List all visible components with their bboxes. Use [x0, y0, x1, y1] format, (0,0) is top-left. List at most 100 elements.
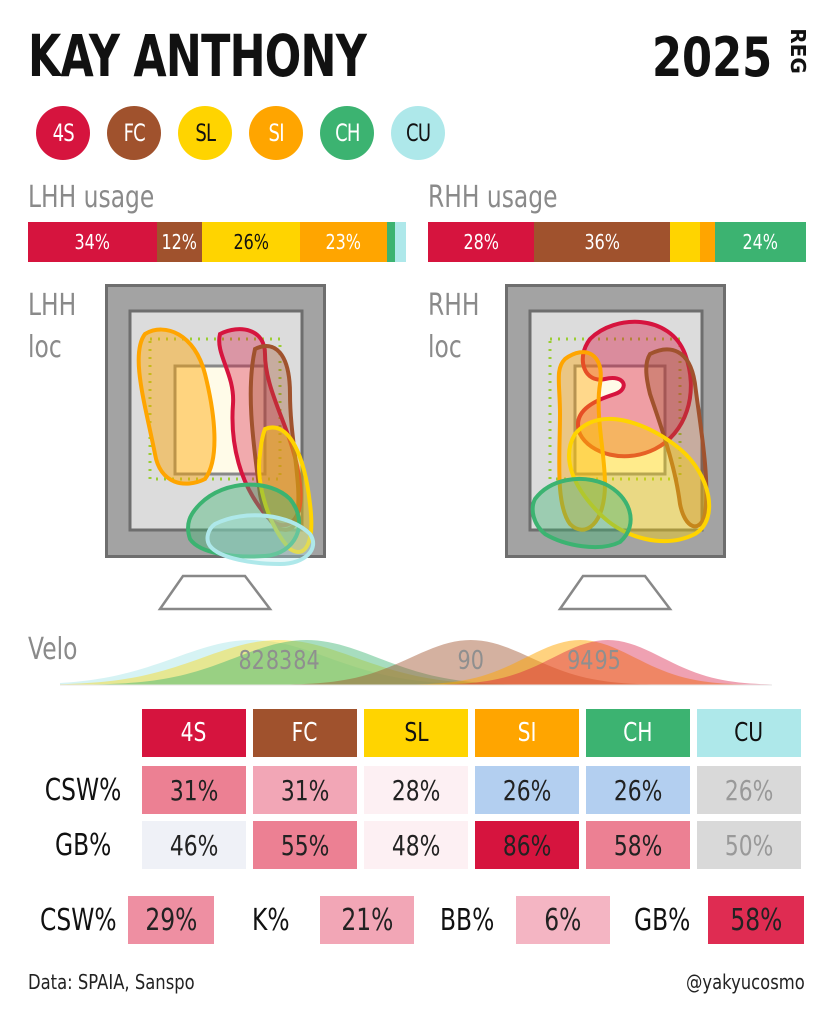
usage-segment-4s: 34% — [28, 222, 157, 262]
legend-pill-ch: CH — [320, 106, 374, 160]
velo-label: Velo — [28, 632, 78, 667]
table-cell: 26% — [697, 766, 801, 814]
table-cell-value: 26% — [613, 773, 663, 807]
lhh-ch-region — [186, 482, 302, 559]
table-header-label: 4S — [181, 718, 207, 748]
data-source-text: Data: SPAIA, Sanspo — [28, 970, 195, 994]
table-header-label: FC — [292, 718, 318, 748]
rhh-loc-label-line1: RHH — [428, 288, 480, 323]
usage-segment-fc: 12% — [156, 222, 202, 262]
summary-value-text: 58% — [729, 902, 783, 938]
legend-pill-label: SL — [195, 119, 216, 147]
table-header-4s: 4S — [142, 709, 246, 757]
table-header-cu: CU — [697, 709, 801, 757]
usage-segment-label: 24% — [742, 230, 779, 254]
velo-density-4s — [388, 640, 772, 685]
legend-pill-label: FC — [123, 119, 145, 147]
table-cell: 58% — [586, 821, 690, 869]
table-cell-value: 26% — [502, 773, 552, 807]
table-cell: 46% — [142, 821, 246, 869]
summary-value-gb: 58% — [708, 896, 804, 944]
table-header-label: SI — [517, 718, 537, 748]
legend-pill-4s: 4S — [36, 106, 90, 160]
velo-distribution-chart: 82 83 84 90 94 95 — [60, 640, 772, 686]
legend-pill-label: CH — [334, 119, 360, 147]
table-row-label-text: CSW% — [44, 772, 122, 808]
usage-segment-label: 28% — [463, 230, 499, 254]
table-cell: 28% — [364, 766, 468, 814]
table-header-label: CH — [623, 718, 653, 748]
usage-segment-label: 23% — [325, 230, 362, 254]
table-cell-value: 58% — [613, 828, 663, 862]
summary-label-text: GB% — [634, 902, 691, 938]
usage-segment-si: 23% — [300, 222, 388, 262]
summary-label-text: CSW% — [40, 902, 117, 938]
velo-density-cu — [60, 640, 559, 685]
season-year: 2025 — [652, 26, 773, 89]
summary-label-k: K% — [252, 896, 302, 944]
data-source: Data: SPAIA, Sanspo — [28, 970, 231, 994]
velo-label-ch: 84 — [293, 645, 319, 676]
table-cell-value: 86% — [502, 828, 552, 862]
summary-value-k: 21% — [320, 896, 414, 944]
table-header-ch: CH — [586, 709, 690, 757]
author-handle: @yakyucosmo — [686, 970, 831, 994]
summary-value-bb: 6% — [516, 896, 610, 944]
summary-label-text: K% — [252, 902, 290, 938]
lhh-loc-label: LHH loc — [28, 285, 76, 369]
legend-pill-si: SI — [249, 106, 303, 160]
legend-pill-label: 4S — [52, 119, 74, 147]
usage-segment-4s: 28% — [428, 222, 534, 262]
table-cell-value: 28% — [391, 773, 441, 807]
velo-label-4s: 95 — [594, 645, 620, 676]
summary-label-gb: GB% — [634, 896, 694, 944]
table-cell: 50% — [697, 821, 801, 869]
summary-value-text: 21% — [340, 902, 394, 938]
rhh-sl-region — [567, 417, 712, 543]
table-header-sl: SL — [364, 709, 468, 757]
usage-segment-sl — [669, 222, 701, 262]
usage-segment-ch — [387, 222, 395, 262]
usage-segment-cu — [394, 222, 406, 262]
table-row-label-text: GB% — [54, 827, 112, 863]
table-cell: 31% — [142, 766, 246, 814]
summary-value-text: 29% — [144, 902, 198, 938]
table-cell: 26% — [475, 766, 579, 814]
summary-label-text: BB% — [440, 902, 495, 938]
table-header-label: SL — [403, 718, 429, 748]
summary-value-csw: 29% — [128, 896, 214, 944]
rhh-fc-region — [644, 347, 709, 529]
table-cell-value: 46% — [169, 828, 219, 862]
usage-segment-label: 36% — [584, 230, 620, 254]
table-cell: 31% — [253, 766, 357, 814]
table-cell: 86% — [475, 821, 579, 869]
summary-label-bb: BB% — [440, 896, 500, 944]
table-cell: 55% — [253, 821, 357, 869]
table-cell: 48% — [364, 821, 468, 869]
rhh-loc-label-line2: loc — [428, 330, 462, 365]
velo-label-si: 94 — [567, 645, 593, 676]
legend-pill-fc: FC — [107, 106, 161, 160]
author-handle-text: @yakyucosmo — [686, 970, 805, 994]
velo-density-ch — [60, 640, 592, 685]
usage-segment-label: 34% — [74, 230, 111, 254]
legend-pill-label: CU — [405, 119, 431, 147]
rhh-si-region — [556, 350, 608, 532]
summary-value-text: 6% — [544, 902, 582, 938]
table-header-si: SI — [475, 709, 579, 757]
table-cell-value: 48% — [391, 828, 441, 862]
lhh-home-plate — [157, 574, 273, 611]
rhh-usage-label: RHH usage — [428, 180, 558, 215]
velo-label-cu: 82 — [238, 645, 264, 676]
table-cell-value: 26% — [724, 773, 774, 807]
rhh-location-plot — [505, 284, 726, 611]
table-header-fc: FC — [253, 709, 357, 757]
usage-segment-sl: 26% — [201, 222, 301, 262]
velo-density-fc — [229, 640, 712, 685]
table-cell: 26% — [586, 766, 690, 814]
legend-pill-label: SI — [268, 119, 284, 147]
rhh-usage-bar: 28% 36% 24% — [428, 222, 806, 262]
legend-pill-sl: SL — [178, 106, 232, 160]
legend-pill-cu: CU — [391, 106, 445, 160]
player-name: KAY ANTHONY — [28, 22, 367, 90]
